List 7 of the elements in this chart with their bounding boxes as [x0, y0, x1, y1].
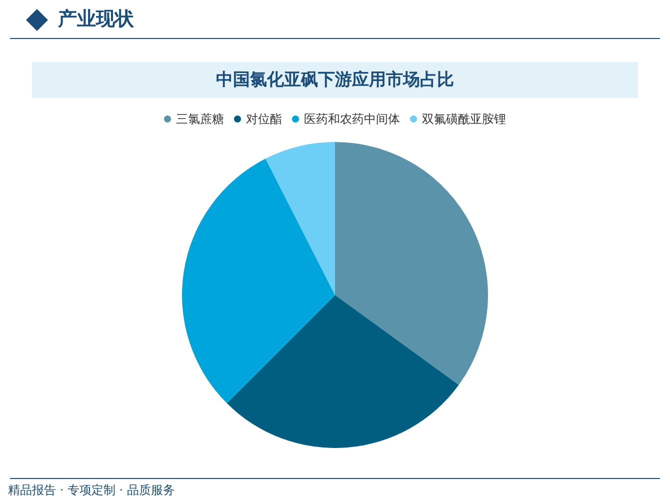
text: 产业现状 [58, 7, 134, 32]
legend-label: 医药和农药中间体 [304, 112, 400, 126]
legend-label: 双氟磺酰亚胺锂 [422, 112, 506, 126]
legend-label: 三氯蔗糖 [176, 112, 224, 126]
legend-label: 对位酯 [246, 112, 282, 126]
text: 精品报告 · 专项定制 · 品质服务 [8, 482, 175, 499]
chart-title: 中国氯化亚砜下游应用市场占比 [32, 62, 638, 98]
